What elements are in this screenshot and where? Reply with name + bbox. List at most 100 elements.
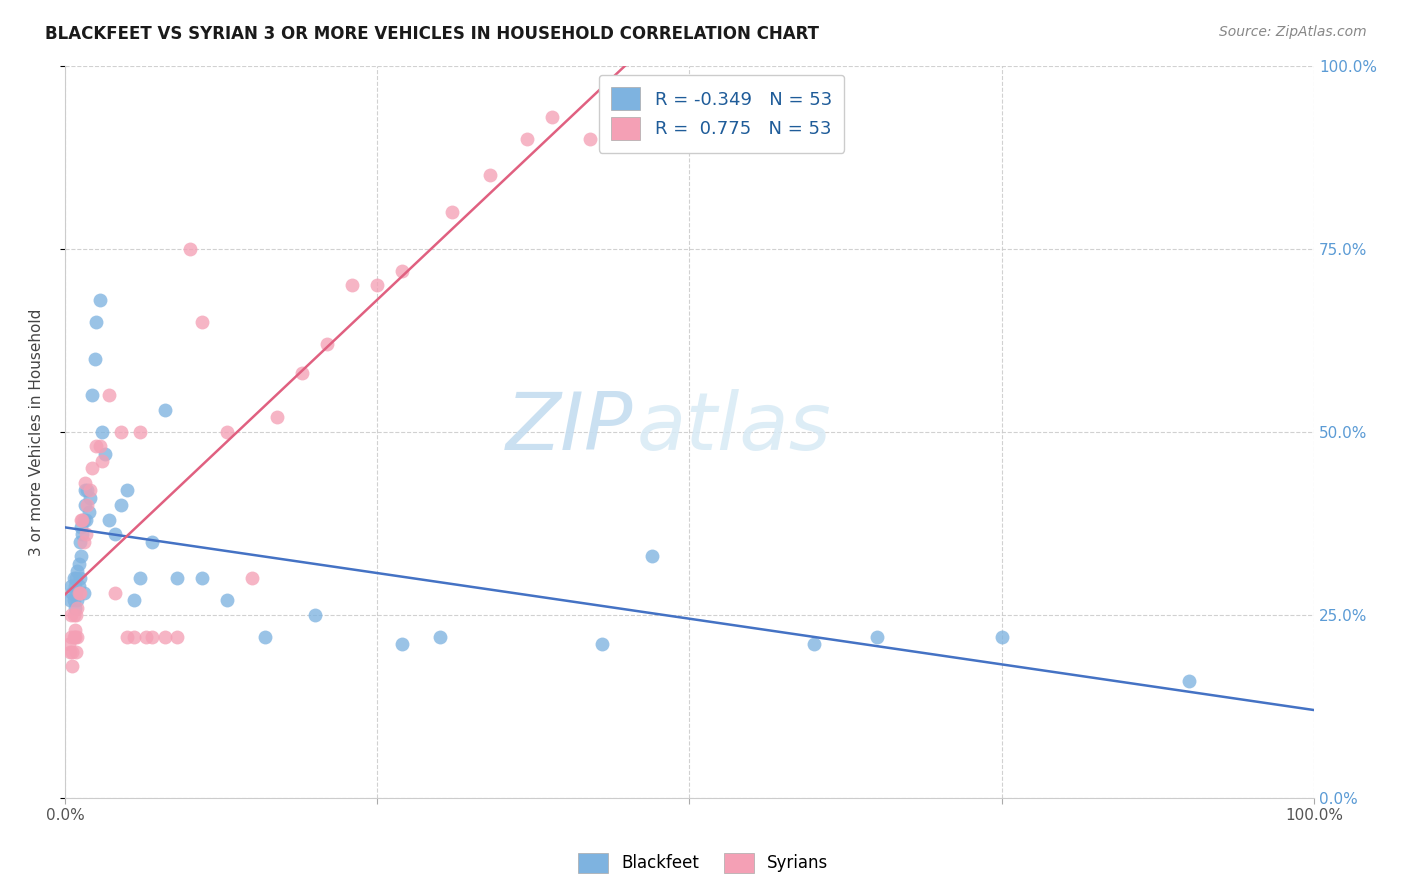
Point [89, 293, 111, 307]
Point [65, 607, 87, 622]
Point [117, 630, 139, 644]
Point [62, 593, 84, 607]
Y-axis label: 3 or more Vehicles in Household: 3 or more Vehicles in Household [30, 308, 44, 556]
Point [65, 644, 87, 658]
Text: Source: ZipAtlas.com: Source: ZipAtlas.com [1219, 25, 1367, 39]
Point [59, 644, 82, 658]
Point [91, 454, 114, 468]
Point [391, 263, 413, 277]
Point [342, 278, 364, 293]
Point [70, 520, 93, 534]
Point [110, 498, 132, 512]
Point [89, 440, 111, 454]
Point [253, 630, 276, 644]
Point [217, 593, 239, 607]
Point [578, 132, 600, 146]
Point [69, 586, 91, 600]
Point [141, 630, 163, 644]
Point [67, 586, 90, 600]
Point [66, 630, 89, 644]
Point [72, 534, 94, 549]
Point [72, 513, 94, 527]
Point [104, 527, 127, 541]
Point [59, 593, 82, 607]
Point [104, 586, 127, 600]
Point [73, 498, 96, 512]
Point [366, 278, 388, 293]
Point [304, 607, 326, 622]
Point [76, 498, 98, 512]
Point [441, 205, 464, 219]
Point [217, 425, 239, 439]
Point [391, 637, 413, 651]
Point [63, 623, 86, 637]
Point [77, 505, 100, 519]
Point [291, 366, 314, 380]
Point [58, 637, 80, 651]
Point [153, 402, 176, 417]
Point [91, 425, 114, 439]
Point [316, 337, 339, 351]
Point [72, 586, 94, 600]
Point [128, 571, 150, 585]
Point [991, 630, 1014, 644]
Point [75, 513, 97, 527]
Point [82, 461, 104, 475]
Point [67, 557, 90, 571]
Point [429, 630, 451, 644]
Point [179, 242, 201, 256]
Point [73, 476, 96, 491]
Point [70, 549, 93, 564]
Point [191, 571, 214, 585]
Point [63, 600, 86, 615]
Point [516, 132, 538, 146]
Point [153, 630, 176, 644]
Point [97, 513, 120, 527]
Point [866, 630, 889, 644]
Point [128, 425, 150, 439]
Point [166, 630, 188, 644]
Point [141, 534, 163, 549]
Point [122, 630, 145, 644]
Point [1178, 673, 1201, 688]
Point [69, 571, 91, 585]
Point [541, 110, 564, 124]
Point [641, 549, 664, 564]
Text: BLACKFEET VS SYRIAN 3 OR MORE VEHICLES IN HOUSEHOLD CORRELATION CHART: BLACKFEET VS SYRIAN 3 OR MORE VEHICLES I… [45, 25, 818, 43]
Legend: Blackfeet, Syrians: Blackfeet, Syrians [571, 847, 835, 880]
Point [616, 80, 638, 95]
Point [135, 630, 157, 644]
Point [63, 630, 86, 644]
Point [75, 527, 97, 541]
Point [62, 630, 84, 644]
Point [97, 388, 120, 402]
Point [84, 315, 107, 329]
Point [66, 600, 89, 615]
Legend: R = -0.349   N = 53, R =  0.775   N = 53: R = -0.349 N = 53, R = 0.775 N = 53 [599, 75, 845, 153]
Point [70, 513, 93, 527]
Point [73, 483, 96, 498]
Point [65, 571, 87, 585]
Point [69, 534, 91, 549]
Point [60, 630, 83, 644]
Point [60, 579, 83, 593]
Point [63, 579, 86, 593]
Point [72, 513, 94, 527]
Point [67, 579, 90, 593]
Point [240, 571, 263, 585]
Point [117, 483, 139, 498]
Text: atlas: atlas [637, 389, 832, 467]
Point [266, 410, 288, 425]
Point [66, 564, 89, 578]
Point [66, 593, 89, 607]
Point [60, 659, 83, 673]
Point [94, 447, 117, 461]
Point [122, 593, 145, 607]
Point [60, 607, 83, 622]
Point [79, 491, 101, 505]
Point [79, 483, 101, 498]
Point [166, 571, 188, 585]
Point [76, 483, 98, 498]
Point [72, 527, 94, 541]
Point [65, 586, 87, 600]
